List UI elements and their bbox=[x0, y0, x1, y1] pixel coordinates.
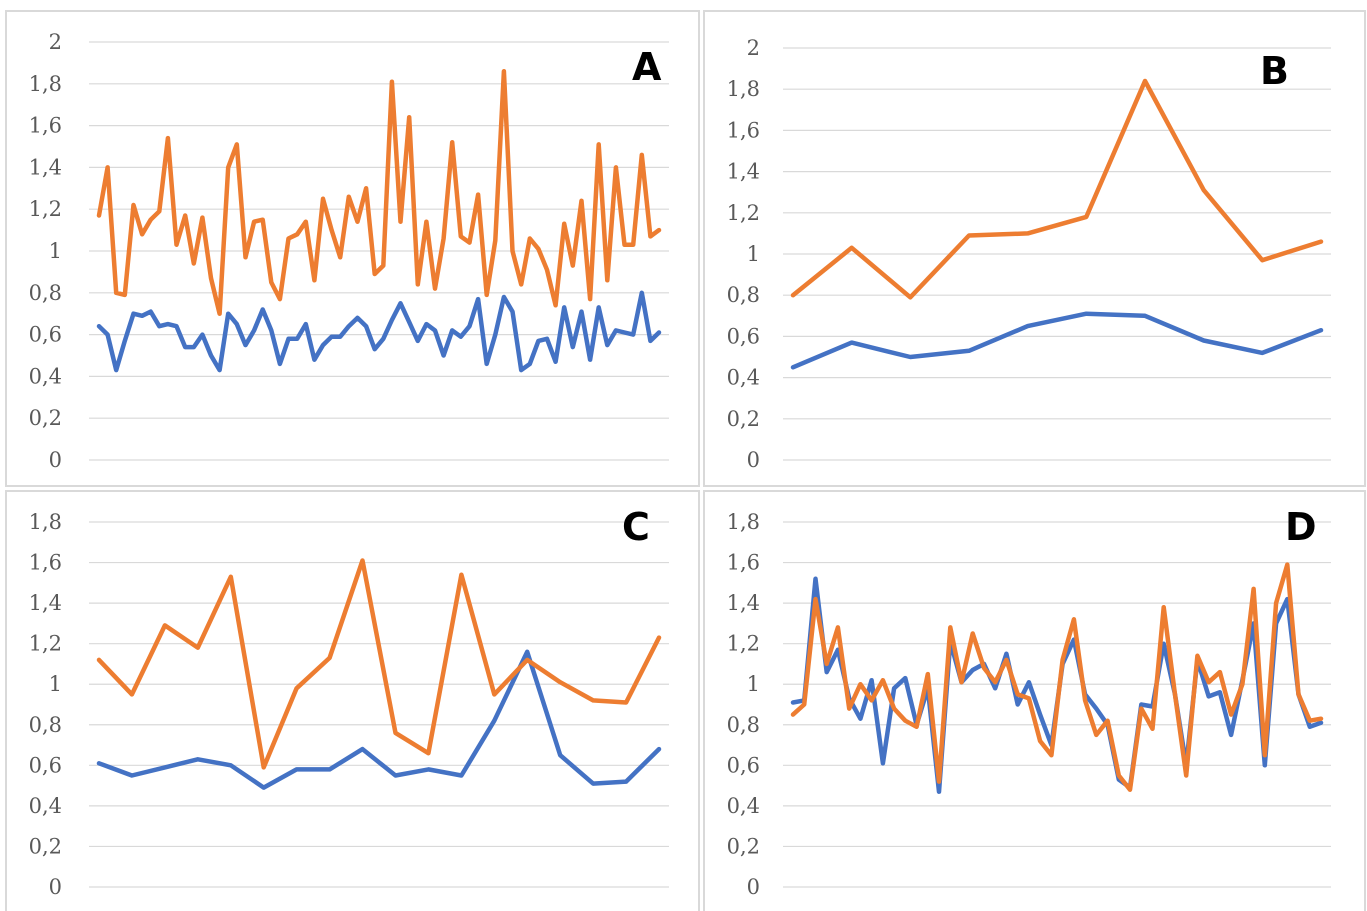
chart-c-series-2-line bbox=[96, 558, 662, 770]
chart-b-y-tick-label: 1 bbox=[747, 242, 760, 266]
chart-c-y-tick-label: 1,4 bbox=[29, 591, 62, 615]
chart-b-y-tick-label: 0,6 bbox=[727, 324, 760, 348]
chart-a-series-1-line bbox=[96, 290, 662, 373]
chart-a-y-tick-label: 1,4 bbox=[29, 155, 62, 179]
chart-a-y-tick-label: 1 bbox=[49, 239, 62, 263]
chart-panel-c: 0 0,2 0,4 0,6 0,8 1 1,2 1,4 1,6 1,8 C bbox=[5, 490, 700, 911]
chart-b-y-tick-label: 0,4 bbox=[727, 366, 760, 390]
chart-d-y-tick-label: 1,2 bbox=[727, 632, 760, 656]
chart-a-y-tick-label: 0,6 bbox=[29, 323, 62, 347]
chart-d-y-tick-label: 1,8 bbox=[727, 510, 760, 534]
chart-d-svg: 0 0,2 0,4 0,6 0,8 1 1,2 1,4 1,6 1,8 D bbox=[727, 505, 1331, 899]
chart-b-series-2-line bbox=[790, 78, 1324, 300]
chart-a-y-tick-label: 2 bbox=[49, 30, 62, 54]
chart-a-y-tick-label: 1,2 bbox=[29, 197, 62, 221]
chart-c-y-tick-label: 0,6 bbox=[29, 753, 62, 777]
chart-d-panel-label: D bbox=[1285, 505, 1317, 549]
chart-b-panel-label: B bbox=[1260, 49, 1289, 93]
chart-b-svg: 0 0,2 0,4 0,6 0,8 1 1,2 1,4 1,6 1,8 2 B bbox=[727, 36, 1331, 472]
chart-a-y-tick-label: 1,6 bbox=[29, 114, 62, 138]
chart-b-y-tick-label: 1,2 bbox=[727, 201, 760, 225]
chart-c-series-1-line bbox=[96, 649, 662, 790]
chart-b-y-tick-label: 0,2 bbox=[727, 407, 760, 431]
chart-a-y-tick-label: 0,2 bbox=[29, 406, 62, 430]
chart-a-series-2-line bbox=[96, 69, 662, 316]
chart-c-y-tick-label: 1,2 bbox=[29, 632, 62, 656]
chart-panel-b: 0 0,2 0,4 0,6 0,8 1 1,2 1,4 1,6 1,8 2 B bbox=[703, 10, 1366, 487]
chart-d-y-tick-label: 0,8 bbox=[727, 713, 760, 737]
chart-c-y-tick-label: 1,6 bbox=[29, 551, 62, 575]
chart-d-y-tick-label: 0 bbox=[747, 875, 760, 899]
chart-c-y-tick-label: 0,4 bbox=[29, 794, 62, 818]
chart-b-y-tick-label: 1,6 bbox=[727, 118, 760, 142]
chart-a-y-tick-label: 1,8 bbox=[29, 72, 62, 96]
chart-d-y-tick-label: 1 bbox=[747, 672, 760, 696]
chart-a-svg: 0 0,2 0,4 0,6 0,8 1 1,2 1,4 1,6 1,8 2 A bbox=[29, 30, 669, 472]
chart-c-y-tick-label: 0,2 bbox=[29, 834, 62, 858]
chart-c-y-tick-label: 0,8 bbox=[29, 713, 62, 737]
chart-c-svg: 0 0,2 0,4 0,6 0,8 1 1,2 1,4 1,6 1,8 C bbox=[29, 505, 669, 899]
chart-d-y-tick-label: 0,2 bbox=[727, 834, 760, 858]
chart-a-y-tick-label: 0,8 bbox=[29, 281, 62, 305]
chart-d-y-tick-label: 1,6 bbox=[727, 551, 760, 575]
chart-a-panel-label: A bbox=[632, 45, 662, 89]
chart-b-y-tick-label: 0,8 bbox=[727, 283, 760, 307]
chart-b-y-tick-label: 1,8 bbox=[727, 77, 760, 101]
chart-c-y-tick-label: 1 bbox=[49, 672, 62, 696]
chart-d-series-2-line bbox=[790, 562, 1324, 792]
chart-b-series-1-line bbox=[790, 311, 1324, 370]
chart-b-y-tick-label: 1,4 bbox=[727, 160, 760, 184]
chart-d-y-tick-label: 1,4 bbox=[727, 591, 760, 615]
chart-a-y-tick-label: 0,4 bbox=[29, 364, 62, 388]
chart-d-y-tick-label: 0,4 bbox=[727, 794, 760, 818]
chart-panel-a: 0 0,2 0,4 0,6 0,8 1 1,2 1,4 1,6 1,8 2 A bbox=[5, 10, 700, 487]
chart-c-y-tick-label: 0 bbox=[49, 875, 62, 899]
chart-panel-d: 0 0,2 0,4 0,6 0,8 1 1,2 1,4 1,6 1,8 D bbox=[703, 490, 1366, 911]
chart-a-y-tick-label: 0 bbox=[49, 448, 62, 472]
chart-d-y-tick-label: 0,6 bbox=[727, 753, 760, 777]
chart-c-y-tick-label: 1,8 bbox=[29, 510, 62, 534]
chart-b-y-tick-label: 0 bbox=[747, 448, 760, 472]
chart-c-panel-label: C bbox=[622, 505, 650, 549]
chart-b-y-tick-label: 2 bbox=[747, 36, 760, 60]
